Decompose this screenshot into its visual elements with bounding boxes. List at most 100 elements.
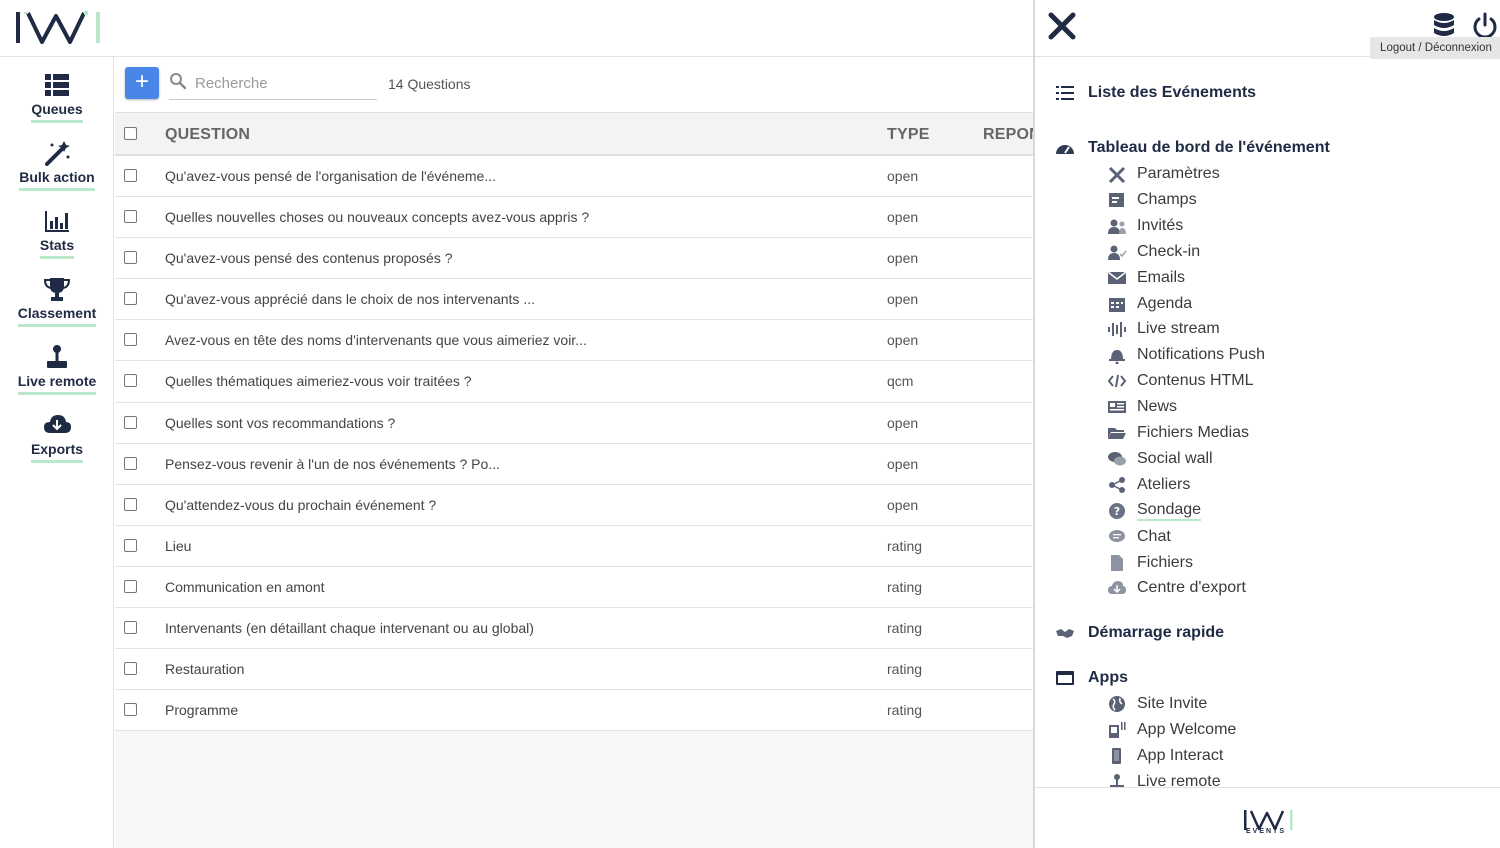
- nav-live-remote[interactable]: Live remote: [0, 343, 114, 395]
- brand-logo-small: [1244, 810, 1293, 831]
- row-checkbox[interactable]: [124, 497, 137, 511]
- table-row[interactable]: Restauration rating: [115, 649, 1033, 691]
- soundwave-icon: [1108, 322, 1126, 338]
- list-icon: [1056, 86, 1074, 100]
- app-item-app-welcome[interactable]: App Welcome: [1107, 718, 1236, 742]
- question-circle-icon: ?: [1109, 502, 1125, 519]
- menu-item-sondage[interactable]: ? Sondage: [1107, 499, 1202, 523]
- row-checkbox[interactable]: [124, 169, 137, 182]
- menu-item-chat[interactable]: Chat: [1107, 525, 1171, 549]
- nav-bulk-action[interactable]: Bulk action: [0, 139, 114, 191]
- event-menu-panel: Logout / Déconnexion Liste des Evénement…: [1033, 0, 1500, 848]
- menu-item-param-tres[interactable]: Paramètres: [1107, 162, 1220, 186]
- add-question-button[interactable]: +: [125, 67, 159, 99]
- question-text: Intervenants (en détaillant chaque inter…: [165, 620, 534, 637]
- menu-item-label: Fichiers: [1137, 553, 1194, 571]
- question-type: rating: [887, 620, 923, 637]
- table-row[interactable]: Programme rating: [115, 690, 1033, 732]
- menu-item-emails[interactable]: Emails: [1107, 266, 1185, 290]
- table-row[interactable]: Communication en amont rating: [115, 566, 1033, 609]
- search-input[interactable]: [195, 71, 375, 95]
- power-icon[interactable]: [1471, 12, 1499, 40]
- chat-bubble-icon: [1109, 529, 1125, 542]
- row-checkbox[interactable]: [124, 621, 137, 635]
- menu-item-invit-s[interactable]: Invités: [1107, 214, 1183, 238]
- select-all-checkbox[interactable]: [124, 127, 137, 140]
- question-count: 14 Questions: [388, 76, 471, 92]
- menu-item-live-stream[interactable]: Live stream: [1107, 317, 1220, 341]
- menu-item-label: Live stream: [1137, 320, 1220, 338]
- row-checkbox[interactable]: [124, 579, 137, 593]
- question-type: open: [887, 496, 919, 513]
- table-row[interactable]: Qu'avez-vous pensé de l'organisation de …: [115, 156, 1033, 198]
- row-checkbox[interactable]: [124, 292, 137, 306]
- panel-header: Logout / Déconnexion: [1035, 0, 1500, 59]
- section-apps[interactable]: Apps: [1055, 669, 1128, 687]
- row-checkbox[interactable]: [124, 662, 137, 676]
- question-type: rating: [887, 537, 923, 554]
- menu-item-check-in[interactable]: Check-in: [1107, 240, 1200, 264]
- menu-item-label: Notifications Push: [1137, 346, 1266, 364]
- questions-table: QUESTION TYPE REPON Qu'avez-vous pensé d…: [115, 112, 1041, 732]
- database-icon[interactable]: [1432, 12, 1456, 40]
- row-checkbox[interactable]: [124, 251, 137, 265]
- question-type: open: [887, 414, 919, 431]
- menu-item-social-wall[interactable]: Social wall: [1107, 447, 1213, 471]
- table-row[interactable]: Avez-vous en tête des noms d'intervenant…: [115, 320, 1033, 362]
- question-text: Quelles nouvelles choses ou nouveaux con…: [165, 209, 590, 226]
- joystick-icon: [47, 345, 67, 368]
- nav-classement[interactable]: Classement: [0, 275, 114, 327]
- close-icon[interactable]: [1047, 11, 1077, 41]
- section-event-list[interactable]: Liste des Evénements: [1055, 84, 1256, 102]
- menu-item-label: Centre d'export: [1137, 579, 1246, 597]
- row-checkbox[interactable]: [124, 456, 137, 470]
- menu-item-champs[interactable]: Champs: [1107, 188, 1197, 212]
- row-checkbox[interactable]: [124, 333, 137, 347]
- nav-exports[interactable]: Exports: [0, 411, 114, 463]
- brand-logo[interactable]: [14, 10, 104, 46]
- menu-item-fichiers-medias[interactable]: Fichiers Medias: [1107, 421, 1249, 445]
- table-row[interactable]: Pensez-vous revenir à l'un de nos événem…: [115, 443, 1033, 485]
- row-checkbox[interactable]: [124, 703, 137, 717]
- menu-item-centre-d-export[interactable]: Centre d'export: [1107, 576, 1246, 600]
- menu-item-contenus-html[interactable]: Contenus HTML: [1107, 369, 1254, 393]
- table-row[interactable]: Qu'attendez-vous du prochain événement ?…: [115, 484, 1033, 526]
- section-quickstart[interactable]: Démarrage rapide: [1055, 624, 1224, 642]
- column-header-question[interactable]: QUESTION: [165, 126, 251, 143]
- mobile-icon: [1112, 747, 1121, 764]
- menu-item-label: Ateliers: [1137, 475, 1191, 493]
- table-row[interactable]: Quelles thématiques aimeriez-vous voir t…: [115, 361, 1033, 403]
- kiosk-icon: [1109, 721, 1126, 738]
- nav-label-stats: Stats: [39, 237, 75, 259]
- app-item-label: App Welcome: [1137, 720, 1237, 738]
- table-row[interactable]: Lieu rating: [115, 525, 1033, 567]
- menu-item-notifications-push[interactable]: Notifications Push: [1107, 343, 1265, 367]
- menu-item-agenda[interactable]: Agenda: [1107, 292, 1192, 316]
- nav-queues[interactable]: Queues: [0, 71, 114, 123]
- row-checkbox[interactable]: [124, 415, 137, 429]
- menu-item-ateliers[interactable]: Ateliers: [1107, 473, 1190, 497]
- panel-footer: EVENTS: [1035, 787, 1500, 848]
- column-header-repon[interactable]: REPON: [983, 126, 1041, 143]
- app-item-app-interact[interactable]: App Interact: [1107, 744, 1223, 768]
- table-row[interactable]: Qu'avez-vous pensé des contenus proposés…: [115, 238, 1033, 280]
- row-checkbox[interactable]: [124, 210, 137, 224]
- top-bar: [0, 0, 1033, 57]
- question-type: open: [887, 291, 919, 308]
- logout-tooltip: Logout / Déconnexion: [1370, 37, 1500, 59]
- question-text: Qu'avez-vous pensé de l'organisation de …: [165, 168, 496, 184]
- section-dashboard[interactable]: Tableau de bord de l'événement: [1055, 139, 1330, 157]
- row-checkbox[interactable]: [124, 374, 137, 388]
- nav-stats[interactable]: Stats: [0, 207, 114, 259]
- table-row[interactable]: Intervenants (en détaillant chaque inter…: [115, 608, 1033, 650]
- menu-item-label: Paramètres: [1137, 165, 1220, 182]
- table-row[interactable]: Quelles sont vos recommandations ? open: [115, 402, 1033, 444]
- column-header-type[interactable]: TYPE: [887, 126, 930, 143]
- menu-item-fichiers[interactable]: Fichiers: [1107, 551, 1193, 575]
- row-checkbox[interactable]: [124, 538, 137, 552]
- table-row[interactable]: Quelles nouvelles choses ou nouveaux con…: [115, 197, 1033, 239]
- app-item-site-invite[interactable]: Site Invite: [1107, 692, 1207, 716]
- menu-item-news[interactable]: News: [1107, 395, 1177, 419]
- question-type: open: [887, 168, 919, 184]
- table-row[interactable]: Qu'avez-vous apprécié dans le choix de n…: [115, 279, 1033, 321]
